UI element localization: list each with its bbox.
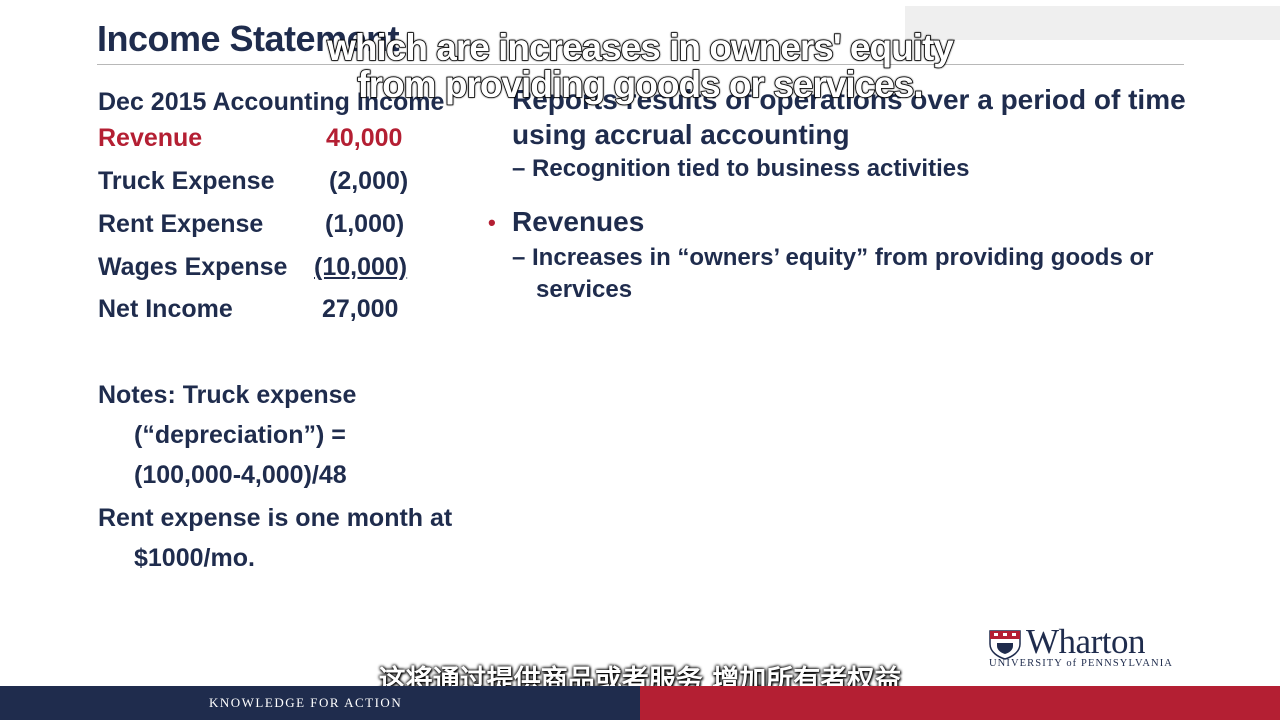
top-gray-bar (905, 6, 1280, 40)
row-label: Wages Expense (98, 253, 288, 281)
logo-university: UNIVERSITY of PENNSYLVANIA (989, 658, 1173, 669)
row-amount: (2,000) (329, 167, 409, 195)
bullet1-line1: Reports results of operations over a per… (512, 84, 1186, 115)
row-amount: 27,000 (322, 295, 399, 323)
footer-navy-bar (0, 686, 640, 720)
logo-wordmark: Wharton (1026, 622, 1145, 661)
bullet2-sub-line1: – Increases in “owners’ equity” from pro… (512, 244, 1154, 271)
subtitle-english-line2: from providing goods or services. (357, 63, 925, 106)
subtitle-english-line1: which are increases in owners' equity (326, 26, 954, 69)
wharton-logo: Wharton UNIVERSITY of PENNSYLVANIA (988, 622, 1193, 672)
bullet2-marker: • (488, 210, 496, 235)
bullet2-revenues: Revenues (512, 206, 645, 237)
row-label: Truck Expense (98, 167, 275, 195)
row-amount: 40,000 (326, 124, 403, 152)
row-amount: (1,000) (325, 210, 405, 238)
row-truck-expense: Truck Expense (2,000) (98, 167, 408, 196)
row-label: Rent Expense (98, 210, 264, 238)
row-wages-expense: Wages Expense (10,000) (98, 253, 407, 282)
note-line: $1000/mo. (134, 544, 255, 572)
row-revenue: Revenue 40,000 (98, 124, 402, 153)
note-line: (“depreciation”) = (134, 421, 346, 449)
bullet1-sub: – Recognition tied to business activitie… (512, 155, 970, 182)
row-label: Net Income (98, 295, 233, 323)
footer-red-bar (640, 686, 1280, 720)
note-line: Notes: Truck expense (98, 381, 357, 409)
bullet1-line2: using accrual accounting (512, 119, 850, 150)
row-label: Revenue (98, 124, 203, 152)
income-heading: Dec 2015 Accounting Income (98, 88, 445, 116)
title-rule (97, 64, 1184, 65)
slide-title: Income Statement (97, 18, 400, 59)
row-amount: (10,000) (314, 253, 408, 281)
footer-tagline: KNOWLEDGE FOR ACTION (209, 695, 403, 710)
note-line: (100,000-4,000)/48 (134, 461, 347, 489)
note-line: Rent expense is one month at (98, 504, 453, 532)
row-rent-expense: Rent Expense (1,000) (98, 210, 404, 239)
row-net-income: Net Income 27,000 (98, 295, 398, 324)
penn-shield-icon (989, 630, 1021, 660)
bullet2-sub-line2: services (536, 276, 633, 303)
